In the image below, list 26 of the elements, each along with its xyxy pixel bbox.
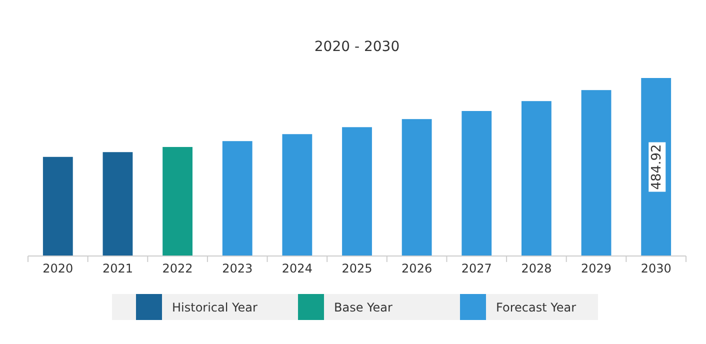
x-tick-label: 2024 [282, 262, 312, 276]
chart-title: 2020 - 2030 [314, 39, 400, 55]
x-tick-label: 2027 [461, 262, 492, 276]
legend-label: Historical Year [172, 300, 258, 314]
x-tick-label: 2023 [222, 262, 253, 276]
bar [222, 141, 252, 256]
x-tick-label: 2026 [402, 262, 432, 276]
x-tick-label: 2022 [162, 262, 193, 276]
x-tick-label: 2028 [521, 262, 552, 276]
bar [162, 146, 192, 256]
bar [581, 90, 612, 256]
x-tick-label: 2021 [102, 262, 133, 276]
legend-label: Forecast Year [496, 300, 576, 314]
legend-label: Base Year [334, 300, 393, 314]
x-tick-label: 2030 [640, 262, 672, 276]
x-tick-label: 2029 [581, 262, 612, 276]
data-label: 484.92 [650, 144, 665, 190]
bar [462, 111, 492, 256]
x-tick-label: 2020 [42, 262, 74, 276]
bar [522, 101, 552, 256]
bar [402, 119, 432, 256]
bar [282, 134, 312, 256]
bar [342, 127, 372, 256]
bar [102, 152, 133, 256]
bar [42, 156, 73, 256]
x-tick-label: 2025 [342, 262, 372, 276]
